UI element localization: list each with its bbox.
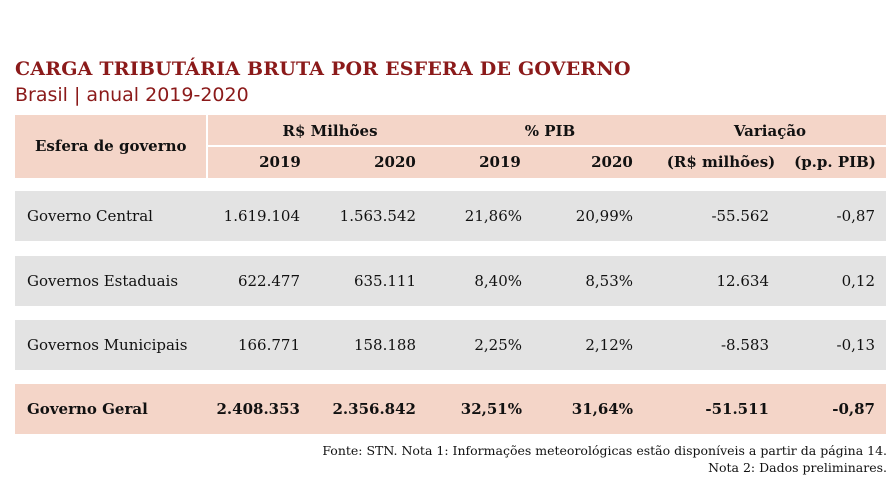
header-divider — [206, 115, 208, 178]
row-rs2020: 635.111 — [353, 272, 416, 290]
row-name: Governos Municipais — [27, 336, 188, 354]
row-var-rs: -55.562 — [711, 207, 769, 225]
row-var-pp: -0,87 — [836, 207, 875, 225]
row-rs2019: 1.619.104 — [223, 207, 300, 225]
table-title: CARGA TRIBUTÁRIA BRUTA POR ESFERA DE GOV… — [15, 58, 631, 80]
header-group-variacao: Variação — [733, 122, 807, 140]
row-pib2020: 20,99% — [575, 207, 633, 225]
header-2020-rs: 2020 — [374, 153, 416, 171]
table-row — [15, 320, 886, 370]
header-var-pp: (p.p. PIB) — [794, 153, 876, 171]
row-name: Governo Central — [27, 207, 153, 225]
row-pib2019: 8,40% — [474, 272, 522, 290]
row-pib2019: 32,51% — [460, 400, 522, 418]
table-row-total — [15, 384, 886, 434]
row-var-rs: -8.583 — [720, 336, 769, 354]
header-2020-pib: 2020 — [591, 153, 633, 171]
row-var-rs: -51.511 — [705, 400, 769, 418]
row-var-pp: 0,12 — [841, 272, 875, 290]
header-group-rs: R$ Milhões — [282, 122, 378, 140]
row-var-pp: -0,87 — [832, 400, 875, 418]
row-pib2020: 2,12% — [585, 336, 633, 354]
row-pib2020: 31,64% — [571, 400, 633, 418]
row-rs2020: 158.188 — [353, 336, 416, 354]
row-name: Governo Geral — [27, 400, 148, 418]
row-rs2020: 1.563.542 — [339, 207, 416, 225]
header-esfera: Esfera de governo — [35, 137, 187, 155]
table-row — [15, 191, 886, 241]
row-var-pp: -0,13 — [836, 336, 875, 354]
row-pib2019: 2,25% — [474, 336, 522, 354]
row-rs2019: 2.408.353 — [216, 400, 300, 418]
header-2019-pib: 2019 — [479, 153, 521, 171]
header-2019-rs: 2019 — [259, 153, 301, 171]
header-divider — [208, 145, 886, 147]
table-subtitle: Brasil | anual 2019-2020 — [15, 84, 249, 106]
row-pib2020: 8,53% — [585, 272, 633, 290]
row-var-rs: 12.634 — [716, 272, 770, 290]
row-rs2019: 166.771 — [237, 336, 300, 354]
preliminary-note: Nota 2: Dados preliminares. — [708, 460, 887, 475]
source-note: Fonte: STN. Nota 1: Informações meteorol… — [322, 443, 887, 458]
row-name: Governos Estaduais — [27, 272, 179, 290]
row-pib2019: 21,86% — [464, 207, 522, 225]
row-rs2020: 2.356.842 — [332, 400, 416, 418]
header-var-rs: (R$ milhões) — [666, 153, 776, 171]
table-row — [15, 256, 886, 306]
row-rs2019: 622.477 — [237, 272, 300, 290]
header-group-pib: % PIB — [524, 122, 576, 140]
